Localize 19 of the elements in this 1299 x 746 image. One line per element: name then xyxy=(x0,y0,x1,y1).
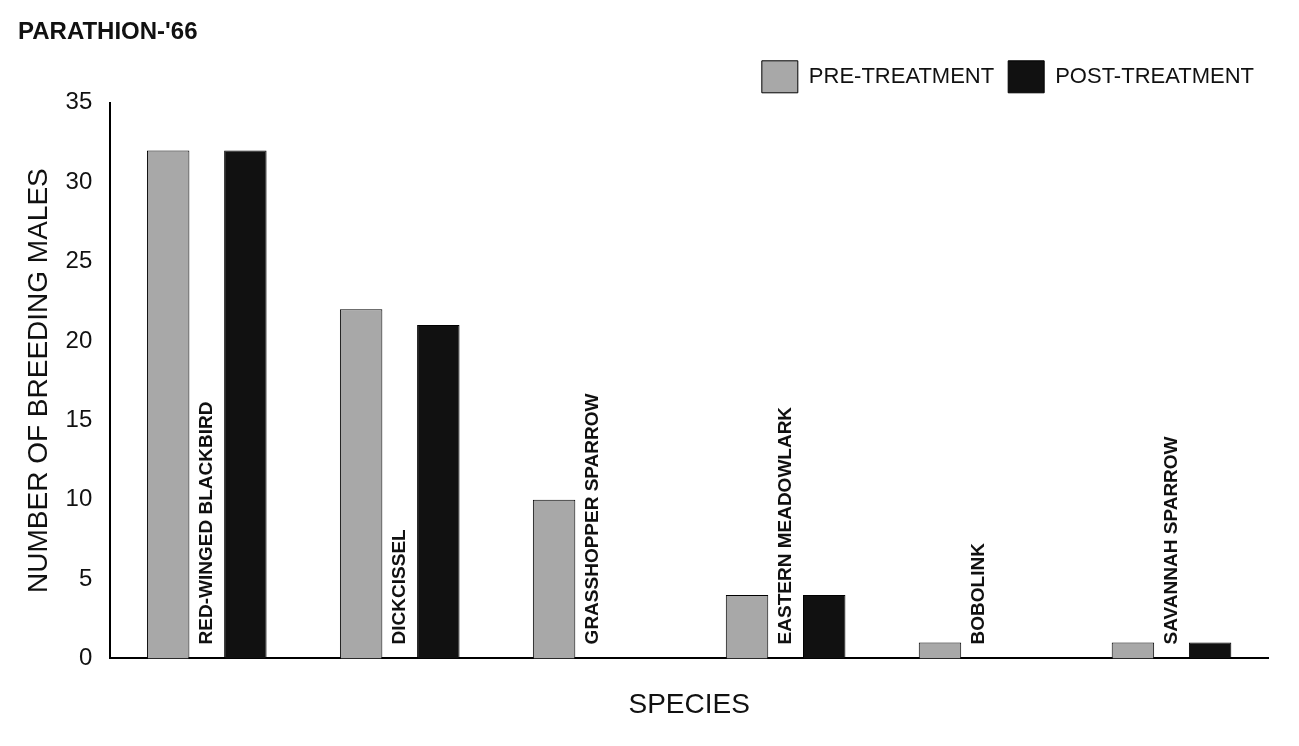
x-tick-label: DICKCISSEL xyxy=(387,528,409,645)
x-tick-label: RED-WINGED BLACKBIRD xyxy=(195,401,217,645)
y-tick-label: 35 xyxy=(65,87,93,115)
y-tick-label: 30 xyxy=(65,166,93,194)
x-tick-label: BOBOLINK xyxy=(966,542,988,645)
y-tick-label: 15 xyxy=(65,404,93,432)
x-axis-title: SPECIES xyxy=(628,687,750,719)
x-tick-label: EASTERN MEADOWLARK xyxy=(773,406,795,645)
y-tick-label: 0 xyxy=(78,643,93,671)
x-tick-label: SAVANNAH SPARROW xyxy=(1159,436,1181,645)
y-axis-title: NUMBER OF BREEDING MALES xyxy=(21,168,53,593)
y-tick-label: 10 xyxy=(65,484,93,512)
y-tick-label: 20 xyxy=(65,325,93,353)
legend-label: POST-TREATMENT xyxy=(1055,62,1255,88)
x-tick-label: GRASSHOPPER SPARROW xyxy=(580,393,602,645)
chart-title: PARATHION-'66 xyxy=(18,17,198,45)
y-tick-label: 5 xyxy=(78,563,93,591)
legend-label: PRE-TREATMENT xyxy=(808,62,995,88)
y-tick-label: 25 xyxy=(65,246,93,274)
